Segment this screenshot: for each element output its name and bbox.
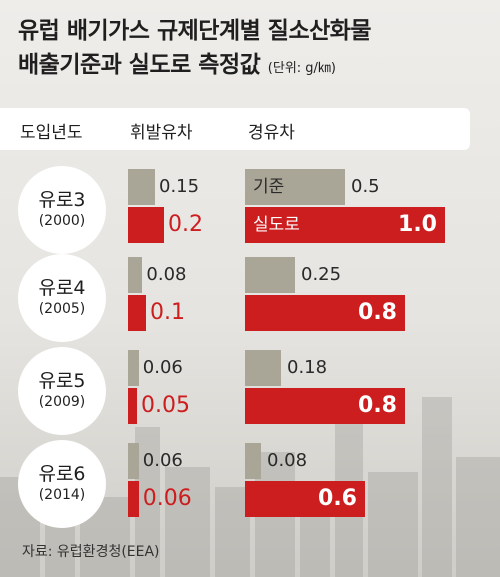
- gasoline-standard-bar: [128, 350, 139, 386]
- gasoline-real-road-bar: [128, 388, 137, 424]
- gasoline-standard-bar: [128, 169, 155, 205]
- legend-label-real-road: 실도로: [253, 215, 300, 235]
- era-name: 유로5: [38, 370, 86, 392]
- diesel-real-road-bar: [245, 207, 445, 243]
- diesel-standard-bar: [245, 257, 295, 293]
- diesel-standard-value: 0.18: [287, 357, 328, 378]
- diesel-real-road-bar: [245, 481, 365, 517]
- gasoline-real-road-bar: [128, 481, 139, 517]
- diesel-standard-value: 0.08: [267, 450, 308, 471]
- era-circle: 유로6 (2014): [18, 440, 106, 528]
- diesel-real-road-value: 0.8: [358, 393, 397, 418]
- era-name: 유로3: [38, 189, 86, 211]
- chart-title: 유럽 배기가스 규제단계별 질소산화물 배출기준과 실도로 측정값 (단위: g…: [18, 14, 372, 86]
- gasoline-real-road-value: 0.05: [141, 393, 190, 418]
- header-gasoline: 휘발유차: [130, 123, 193, 143]
- diesel-real-road-bar: [245, 388, 405, 424]
- era-name: 유로6: [38, 463, 86, 485]
- gasoline-standard-value: 0.06: [142, 357, 183, 378]
- era-year: (2005): [38, 301, 86, 317]
- header-diesel: 경유차: [248, 123, 295, 143]
- diesel-real-road-value: 0.8: [358, 300, 397, 325]
- legend-label-standard: 기준: [253, 177, 285, 197]
- header-year: 도입년도: [20, 123, 83, 143]
- gasoline-standard-value: 0.15: [159, 176, 200, 197]
- era-year: (2014): [38, 487, 86, 503]
- gasoline-standard-bar: [128, 257, 143, 293]
- gasoline-real-road-bar: [128, 207, 164, 243]
- gasoline-real-road-value: 0.1: [150, 300, 185, 325]
- era-name: 유로4: [38, 277, 86, 299]
- diesel-standard-bar: [245, 443, 261, 479]
- source-note: 자료: 유럽환경청(EEA): [22, 544, 160, 560]
- diesel-real-road-bar: [245, 295, 405, 331]
- diesel-standard-value: 0.25: [301, 264, 342, 285]
- diesel-standard-bar: [245, 169, 345, 205]
- column-header-bar: [0, 108, 470, 150]
- era-year: (2009): [38, 394, 86, 410]
- diesel-standard-bar: [245, 350, 281, 386]
- gasoline-standard-bar: [128, 443, 139, 479]
- diesel-standard-value: 0.5: [351, 176, 380, 197]
- gasoline-standard-value: 0.06: [142, 450, 183, 471]
- gasoline-real-road-value: 0.06: [142, 486, 192, 511]
- era-circle: 유로3 (2000): [18, 166, 106, 254]
- title-line-2: 배출기준과 실도로 측정값: [18, 52, 261, 78]
- diesel-real-road-value: 0.6: [318, 486, 357, 511]
- unit-label: (단위: g/㎞): [267, 61, 337, 76]
- era-year: (2000): [38, 213, 86, 229]
- gasoline-real-road-value: 0.2: [168, 212, 203, 237]
- gasoline-real-road-bar: [128, 295, 146, 331]
- era-circle: 유로4 (2005): [18, 254, 106, 342]
- gasoline-standard-value: 0.08: [146, 264, 187, 285]
- diesel-real-road-value: 1.0: [398, 212, 437, 237]
- title-line-1: 유럽 배기가스 규제단계별 질소산화물: [18, 18, 372, 44]
- era-circle: 유로5 (2009): [18, 347, 106, 435]
